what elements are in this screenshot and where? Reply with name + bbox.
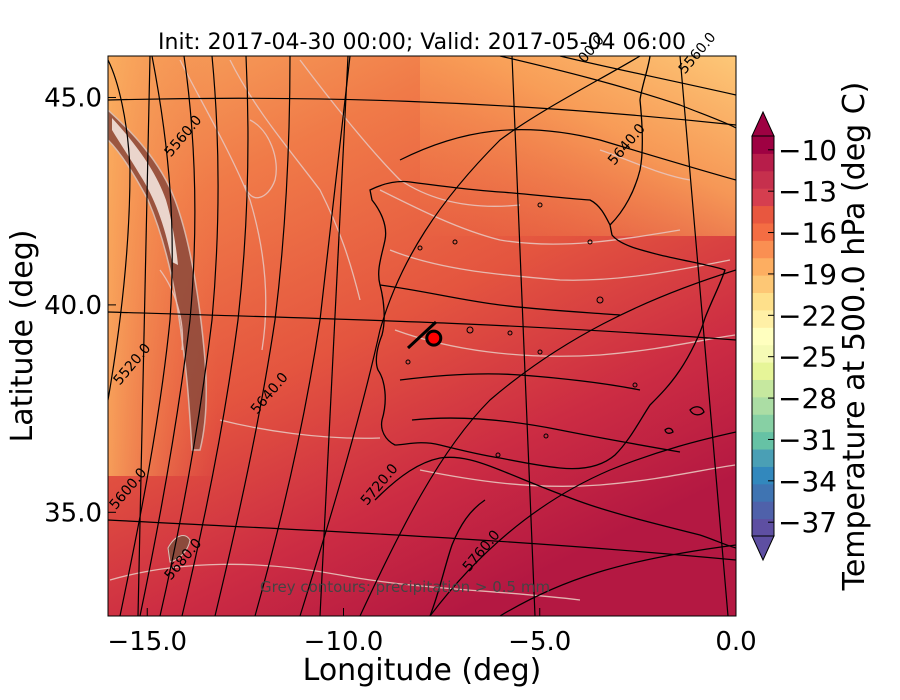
colorbar-band [752,205,774,224]
temperature-field-cool-top-right [420,56,736,236]
iberia-coast [369,180,726,470]
colorbar-band [752,275,774,294]
colorbar-band [752,327,774,346]
x-tick-label: −5.0 [508,627,571,657]
colorbar-tick-label: −37 [778,506,837,539]
colorbar-tick-label: −34 [778,465,837,498]
colorbar-band [752,240,774,259]
colorbar-band [752,292,774,311]
colorbar-extend-low [751,535,775,562]
colorbar-band [752,136,774,154]
chart-title: Init: 2017-04-30 00:00; Valid: 2017-05-0… [158,30,686,55]
y-axis-ticks: 35.0 40.0 45.0 [44,83,116,528]
colorbar-band [752,396,774,415]
y-tick-label: 35.0 [44,498,102,528]
colorbar-tick-label: −10 [778,134,837,167]
marker-wind-barb [406,320,438,350]
location-marker [406,320,443,350]
x-tick-label: −15.0 [107,627,187,657]
balearic-2 [664,427,674,434]
colorbar: −10 −13 −16 −19 −22 −25 −28 −31 −34 −37 [751,110,837,562]
colorbar-band [752,449,774,467]
colorbar-band [752,188,774,207]
colorbar-band [752,431,774,450]
colorbar-tick-label: −31 [778,423,837,456]
parallel-45 [108,97,736,126]
colorbar-band [752,170,774,189]
meridian-15 [137,56,151,616]
colorbar-band [752,414,774,433]
colorbar-tick-label: −28 [778,382,837,415]
x-tick-label: 0.0 [715,627,756,657]
colorbar-frame [751,135,775,537]
colorbar-band [752,222,774,241]
interior-border-2 [399,373,641,391]
colorbar-band [752,466,774,485]
colorbar-band [752,379,774,398]
inland-water-bodies [405,202,638,458]
colorbar-tick-label: −22 [778,299,837,332]
colorbar-tick-label: −16 [778,217,837,250]
parallel-40 [108,311,736,341]
meridian-0 [679,56,729,616]
parallel-35 [108,519,736,561]
colorbar-tick-label: −19 [778,258,837,291]
graticule [108,56,736,616]
colorbar-band [752,501,774,520]
colorbar-band [752,362,774,380]
colorbar-tick-label: −25 [778,341,837,374]
colorbar-tick-label: −13 [778,175,837,208]
interior-border-1 [379,284,621,316]
meridian-5 [511,56,536,616]
marker-dot [425,329,443,347]
colorbar-band [752,518,774,537]
y-tick-label: 40.0 [44,291,102,321]
colorbar-band [752,309,774,328]
plot-frame [107,55,737,617]
colorbar-band [752,344,774,363]
x-tick-label: −10.0 [304,627,384,657]
y-tick-label: 45.0 [44,83,102,113]
north-africa-coast [374,456,736,549]
coastlines [369,56,736,616]
interior-border-3 [411,417,681,453]
precipitation-note: Grey contours: precipitation > 0.5 mm [260,578,550,596]
colorbar-band [752,257,774,276]
colorbar-extend-high [751,110,775,137]
y-axis-label: Latitude (deg) [5,230,40,443]
colorbar-band [752,153,774,172]
x-axis-label: Longitude (deg) [303,653,542,688]
balearic-1 [689,406,705,416]
geopotential-contours [108,56,736,616]
morocco-coast [429,499,486,616]
france-coast [609,56,651,226]
colorbar-band [752,483,774,502]
x-axis-ticks: −15.0 −10.0 −5.0 0.0 [107,608,757,657]
colorbar-label: Temperature at 500.0 hPa (deg C) [837,82,872,592]
precipitation-band [108,108,207,451]
meridian-10 [319,56,349,616]
precipitation-band-core [112,118,178,265]
